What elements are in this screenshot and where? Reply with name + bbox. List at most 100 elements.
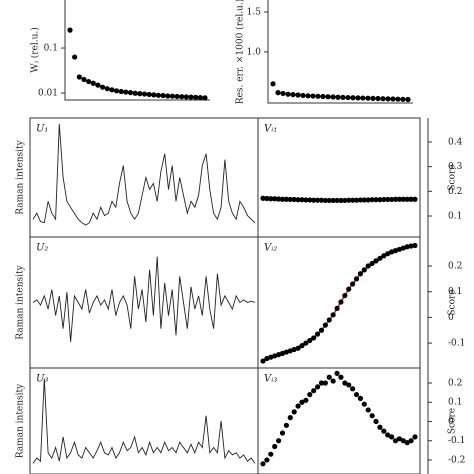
y-tick-label: 0.2 — [448, 379, 462, 389]
data-point — [342, 380, 348, 386]
data-point — [275, 438, 282, 444]
data-point — [275, 90, 281, 96]
data-point — [314, 197, 321, 203]
data-point — [357, 395, 364, 401]
data-point — [375, 95, 381, 102]
data-point — [307, 197, 313, 203]
data-point — [396, 436, 403, 442]
data-point — [326, 317, 332, 323]
data-point — [392, 196, 399, 202]
data-point — [365, 95, 371, 101]
data-point — [81, 76, 87, 83]
data-point — [303, 197, 309, 203]
data-point — [109, 87, 115, 93]
data-point — [283, 196, 289, 202]
data-point — [202, 95, 208, 101]
data-point — [320, 93, 326, 100]
data-point — [160, 92, 166, 99]
panel-title: Vᵢ₂ — [264, 243, 277, 254]
data-point — [346, 197, 352, 203]
panel-title: U₃ — [36, 374, 48, 385]
data-point — [342, 292, 348, 299]
data-point — [369, 413, 375, 419]
data-point — [346, 382, 352, 388]
y-axis-label: Score — [448, 289, 458, 315]
data-point — [385, 96, 391, 102]
data-point — [361, 197, 367, 203]
y-axis-label: Wⱼ (rel.u.) — [30, 27, 41, 73]
spectrum-line — [32, 123, 256, 226]
data-point — [322, 380, 328, 386]
data-point — [357, 271, 364, 277]
spectrum-line — [32, 378, 256, 464]
data-point — [285, 91, 291, 97]
data-point — [169, 93, 176, 99]
data-point — [380, 96, 386, 102]
data-point — [338, 374, 344, 380]
data-point — [389, 196, 395, 203]
panel-title: U₁ — [36, 124, 48, 135]
data-point — [299, 343, 305, 349]
y-tick-label: 0.4 — [448, 137, 463, 147]
data-point — [330, 197, 336, 204]
data-point — [314, 384, 321, 390]
y-tick-label: -0.2 — [448, 455, 465, 465]
data-point — [295, 92, 301, 98]
y-tick-label: -0.1 — [448, 436, 465, 446]
panel: Wⱼ (rel.u.) 0.01 0.1 — [30, 0, 210, 101]
data-point — [325, 94, 331, 100]
data-point — [377, 424, 383, 430]
panel-frame — [29, 367, 259, 474]
data-point — [357, 197, 364, 203]
data-point — [291, 409, 297, 415]
data-point — [408, 438, 414, 444]
data-point — [72, 54, 78, 60]
data-point — [113, 88, 120, 94]
data-point — [334, 305, 340, 312]
data-point — [260, 358, 266, 364]
data-point — [330, 312, 336, 318]
data-point — [300, 92, 306, 99]
axes — [267, 0, 413, 104]
y-axis-label: Res. err. ×1000 (rel.u.) — [235, 0, 246, 104]
data-point — [141, 91, 148, 97]
data-point — [272, 196, 278, 202]
data-point — [335, 94, 341, 100]
data-point — [342, 197, 348, 204]
data-point — [193, 94, 199, 100]
panel: Res. err. ×1000 (rel.u.) 1.0 1.5 — [235, 0, 413, 104]
y-tick-label: 0 — [448, 313, 454, 323]
data-point — [279, 430, 286, 436]
y-tick-label: 0.1 — [448, 398, 462, 408]
panel: U₂ Raman intensity — [16, 236, 259, 369]
data-point — [268, 451, 274, 457]
data-point — [311, 197, 317, 203]
data-point — [290, 92, 296, 98]
data-point — [307, 337, 313, 344]
data-point — [404, 440, 410, 446]
data-point — [310, 93, 316, 99]
data-point — [295, 403, 301, 409]
panel-title: U₂ — [36, 243, 48, 254]
data-point — [369, 197, 375, 203]
data-point — [385, 251, 391, 257]
data-point — [299, 399, 305, 405]
data-point — [67, 27, 73, 33]
data-point — [400, 96, 406, 102]
data-point — [350, 95, 356, 101]
data-point — [155, 92, 162, 98]
data-point — [151, 92, 157, 98]
data-point — [295, 197, 301, 203]
axes — [64, 0, 210, 101]
data-point — [283, 422, 289, 428]
data-point — [76, 74, 82, 80]
data-point — [334, 370, 340, 376]
data-point — [146, 91, 152, 98]
y-axis-label: Raman intensity — [16, 383, 26, 458]
data-point — [311, 335, 317, 341]
y-tick-label: 0.1 — [448, 212, 462, 222]
data-point — [322, 322, 328, 328]
data-point — [395, 96, 401, 102]
data-point — [270, 81, 276, 87]
